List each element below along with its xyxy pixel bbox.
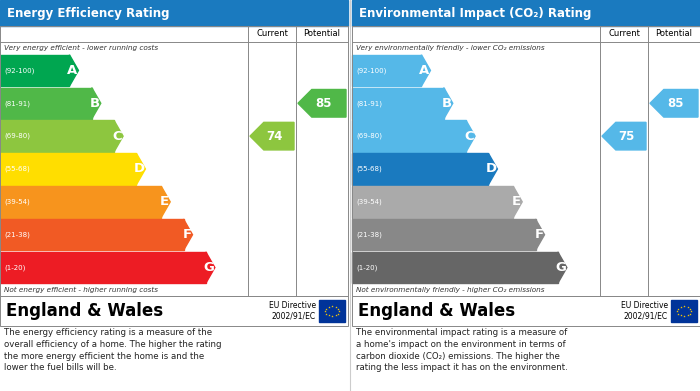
Text: 75: 75: [618, 130, 634, 143]
Text: B: B: [442, 97, 452, 110]
Text: Very energy efficient - lower running costs: Very energy efficient - lower running co…: [4, 45, 158, 51]
Polygon shape: [466, 120, 475, 152]
Text: EU Directive
2002/91/EC: EU Directive 2002/91/EC: [621, 301, 668, 321]
Bar: [352, 186, 513, 217]
Bar: [0, 0, 348, 26]
Polygon shape: [602, 122, 646, 150]
Text: EU Directive
2002/91/EC: EU Directive 2002/91/EC: [269, 301, 316, 321]
Text: (55-68): (55-68): [356, 166, 382, 172]
Text: (81-91): (81-91): [4, 100, 30, 106]
Bar: [0, 55, 69, 86]
Bar: [352, 0, 700, 26]
Text: 85: 85: [668, 97, 685, 110]
Bar: [352, 120, 466, 152]
Bar: [352, 296, 700, 326]
Text: D: D: [133, 163, 144, 176]
Bar: [0, 219, 183, 250]
Text: G: G: [203, 261, 214, 274]
Text: England & Wales: England & Wales: [358, 302, 515, 320]
Polygon shape: [69, 55, 78, 86]
Text: F: F: [183, 228, 192, 241]
Polygon shape: [161, 186, 170, 217]
Polygon shape: [206, 252, 215, 283]
Text: (39-54): (39-54): [356, 199, 382, 205]
Text: C: C: [465, 130, 474, 143]
Text: E: E: [512, 196, 522, 208]
Text: E: E: [160, 196, 169, 208]
Text: C: C: [113, 130, 122, 143]
Text: F: F: [534, 228, 543, 241]
Text: Current: Current: [608, 29, 640, 38]
Bar: [352, 88, 444, 119]
Text: Potential: Potential: [304, 29, 340, 38]
Bar: [0, 153, 136, 185]
Polygon shape: [650, 90, 698, 117]
Polygon shape: [183, 219, 192, 250]
Bar: [352, 252, 558, 283]
Polygon shape: [136, 153, 146, 185]
Polygon shape: [444, 88, 453, 119]
Text: (81-91): (81-91): [356, 100, 382, 106]
Text: England & Wales: England & Wales: [6, 302, 163, 320]
Text: (69-80): (69-80): [4, 133, 30, 140]
Polygon shape: [114, 120, 123, 152]
Bar: [0, 88, 92, 119]
Bar: [352, 153, 489, 185]
Polygon shape: [536, 219, 545, 250]
Text: (1-20): (1-20): [356, 264, 377, 271]
Text: (55-68): (55-68): [4, 166, 29, 172]
Text: Not environmentally friendly - higher CO₂ emissions: Not environmentally friendly - higher CO…: [356, 287, 545, 293]
Text: 74: 74: [266, 130, 282, 143]
Bar: [319, 300, 345, 322]
Text: A: A: [419, 64, 429, 77]
Bar: [671, 300, 697, 322]
Text: B: B: [90, 97, 100, 110]
Bar: [352, 219, 536, 250]
Text: Energy Efficiency Rating: Energy Efficiency Rating: [7, 7, 169, 20]
Text: Very environmentally friendly - lower CO₂ emissions: Very environmentally friendly - lower CO…: [356, 45, 545, 51]
Text: The environmental impact rating is a measure of
a home's impact on the environme: The environmental impact rating is a mea…: [356, 328, 568, 372]
Bar: [352, 26, 700, 296]
Text: (1-20): (1-20): [4, 264, 25, 271]
Polygon shape: [92, 88, 101, 119]
Polygon shape: [250, 122, 294, 150]
Text: Environmental Impact (CO₂) Rating: Environmental Impact (CO₂) Rating: [359, 7, 592, 20]
Text: (69-80): (69-80): [356, 133, 382, 140]
Bar: [0, 186, 161, 217]
Polygon shape: [489, 153, 498, 185]
Polygon shape: [421, 55, 430, 86]
Bar: [0, 296, 348, 326]
Text: (39-54): (39-54): [4, 199, 29, 205]
Polygon shape: [513, 186, 522, 217]
Text: The energy efficiency rating is a measure of the
overall efficiency of a home. T: The energy efficiency rating is a measur…: [4, 328, 221, 372]
Text: G: G: [555, 261, 566, 274]
Bar: [0, 252, 206, 283]
Text: (92-100): (92-100): [4, 67, 34, 74]
Text: D: D: [485, 163, 496, 176]
Text: (21-38): (21-38): [4, 231, 30, 238]
Bar: [0, 120, 114, 152]
Polygon shape: [298, 90, 346, 117]
Text: (21-38): (21-38): [356, 231, 382, 238]
Text: Potential: Potential: [655, 29, 692, 38]
Bar: [0, 26, 348, 296]
Text: Current: Current: [256, 29, 288, 38]
Text: (92-100): (92-100): [356, 67, 386, 74]
Polygon shape: [558, 252, 567, 283]
Text: 85: 85: [316, 97, 332, 110]
Text: Not energy efficient - higher running costs: Not energy efficient - higher running co…: [4, 287, 158, 293]
Bar: [352, 55, 421, 86]
Text: A: A: [67, 64, 78, 77]
